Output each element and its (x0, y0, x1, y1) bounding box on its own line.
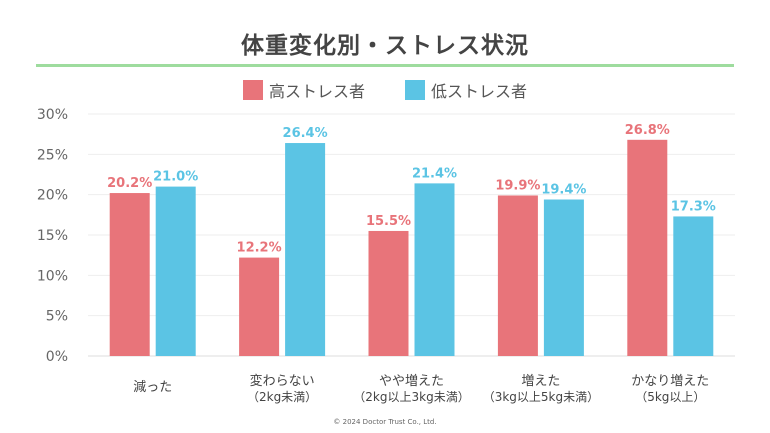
legend-label-high-stress: 高ストレス者 (268, 82, 365, 101)
data-label: 26.4% (283, 126, 328, 141)
data-label: 20.2% (107, 176, 152, 191)
x-tick-label: かなり増えた (631, 374, 709, 389)
x-tick-sublabel: （5kg以上） (635, 390, 705, 404)
y-tick-label: 0% (46, 349, 68, 365)
bar-high-stress (497, 195, 538, 356)
data-label: 26.8% (625, 123, 670, 138)
bar-low-stress (414, 183, 455, 356)
x-tick-label: やや増えた (379, 374, 444, 389)
data-label: 17.3% (671, 199, 716, 214)
legend-swatch-high-stress (242, 80, 263, 100)
y-tick-label: 15% (37, 228, 68, 244)
data-label: 12.2% (237, 241, 282, 256)
data-label: 15.5% (366, 214, 411, 229)
x-tick-sublabel: （3kg以上5kg未満） (483, 390, 599, 404)
legend: 高ストレス者 低ストレス者 (0, 78, 770, 102)
bar-low-stress (673, 216, 714, 356)
legend-item-high-stress: 高ストレス者 (242, 78, 365, 102)
bar-high-stress (109, 193, 150, 356)
x-tick-label: 減った (133, 379, 172, 395)
x-tick-label: 増えた (521, 374, 560, 389)
bar-high-stress (239, 257, 280, 356)
bar-low-stress (155, 186, 196, 356)
y-tick-label: 20% (37, 188, 68, 204)
copyright: © 2024 Doctor Trust Co., Ltd. (333, 418, 437, 426)
chart-title: 体重変化別・ストレス状況 (241, 33, 529, 59)
bar-low-stress (285, 143, 326, 356)
title-underline (36, 64, 734, 67)
y-tick-label: 30% (37, 107, 68, 123)
x-tick-sublabel: （2kg以上3kg未満） (353, 390, 469, 404)
bar-low-stress (543, 199, 584, 356)
y-tick-label: 5% (46, 309, 68, 325)
legend-swatch-low-stress (405, 80, 425, 100)
data-label: 19.9% (495, 178, 540, 193)
x-tick-sublabel: （2kg未満） (247, 390, 317, 404)
data-label: 21.0% (153, 170, 198, 185)
data-label: 21.4% (412, 166, 457, 181)
bar-high-stress (627, 139, 668, 356)
legend-label-low-stress: 低ストレス者 (431, 82, 528, 101)
legend-item-low-stress: 低ストレス者 (405, 78, 527, 102)
x-tick-label: 変わらない (250, 373, 315, 389)
y-tick-label: 10% (37, 268, 68, 284)
data-label: 19.4% (541, 183, 586, 198)
y-tick-label: 25% (37, 147, 68, 163)
bar-high-stress (368, 230, 409, 356)
